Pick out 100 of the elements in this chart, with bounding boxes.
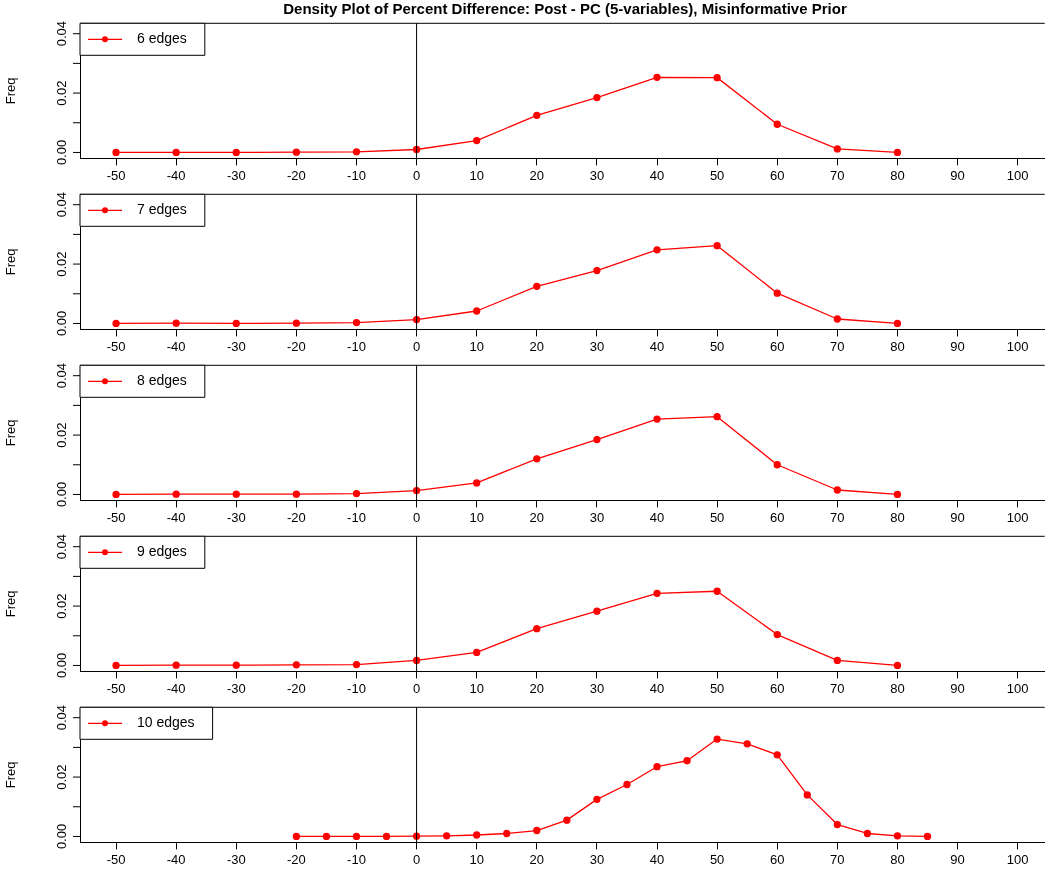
x-tick-label: -20: [286, 338, 306, 354]
y-axis-title: Freq: [3, 419, 19, 447]
x-tick-label: 0: [412, 851, 421, 867]
x-tick-label: 20: [529, 851, 545, 867]
x-tick-label: 10: [469, 509, 484, 525]
x-tick-label: 30: [589, 851, 605, 867]
chart-title: Density Plot of Percent Difference: Post - PC (5-variables), Misinformative Prior: [282, 0, 848, 18]
x-tick-label: 0: [412, 680, 421, 696]
x-tick-label: -40: [166, 680, 186, 696]
x-tick-label: 80: [890, 167, 905, 183]
x-tick-label: 60: [769, 509, 785, 525]
x-tick-label: -10: [347, 851, 366, 867]
y-tick-label: 0.02: [53, 764, 69, 790]
x-tick-label: 70: [830, 167, 845, 183]
x-tick-label: 60: [769, 167, 785, 183]
x-tick-label: 80: [890, 680, 905, 696]
x-tick-label: 100: [1006, 509, 1029, 525]
x-tick-label: -50: [106, 680, 126, 696]
x-tick-label: -20: [286, 851, 306, 867]
x-tick-label: -30: [226, 167, 246, 183]
x-tick-label: -30: [226, 680, 246, 696]
x-tick-label: 70: [830, 851, 845, 867]
x-tick-label: 40: [649, 338, 665, 354]
x-tick-label: 100: [1006, 338, 1029, 354]
x-tick-label: 100: [1006, 167, 1029, 183]
x-tick-label: 50: [709, 338, 725, 354]
x-tick-label: 50: [709, 167, 725, 183]
y-axis-title: Freq: [3, 590, 19, 618]
y-tick-label: 0.04: [53, 534, 69, 560]
x-tick-label: 50: [709, 680, 725, 696]
x-tick-label: -20: [286, 680, 306, 696]
x-tick-label: -10: [347, 167, 366, 183]
x-tick-label: 20: [529, 338, 545, 354]
x-tick-label: 70: [830, 680, 845, 696]
x-tick-label: 60: [769, 680, 785, 696]
x-tick-label: 100: [1006, 851, 1029, 867]
x-tick-label: 40: [649, 851, 665, 867]
x-tick-label: 20: [529, 167, 545, 183]
x-tick-label: -40: [166, 167, 186, 183]
x-tick-label: 80: [890, 851, 905, 867]
legend-label: 9 edges: [137, 543, 187, 560]
x-tick-label: 100: [1006, 680, 1029, 696]
x-tick-label: 0: [412, 338, 421, 354]
x-tick-label: 20: [529, 509, 545, 525]
x-tick-label: 20: [529, 680, 545, 696]
legend-label: 7 edges: [137, 201, 187, 218]
y-tick-label: 0.02: [53, 593, 69, 619]
x-tick-label: -50: [106, 338, 126, 354]
x-tick-label: 40: [649, 680, 665, 696]
y-tick-label: 0.04: [53, 21, 69, 47]
y-tick-label: 0.04: [53, 363, 69, 389]
x-tick-label: -40: [166, 338, 186, 354]
legend-label: 10 edges: [137, 714, 195, 731]
x-tick-label: 40: [649, 509, 665, 525]
y-axis-title: Freq: [3, 761, 19, 789]
x-tick-label: 80: [890, 338, 905, 354]
x-tick-label: -50: [106, 509, 126, 525]
x-tick-label: 80: [890, 509, 905, 525]
y-tick-label: 0.00: [53, 139, 69, 166]
x-tick-label: -30: [226, 338, 246, 354]
x-tick-label: 90: [950, 851, 965, 867]
x-tick-label: -20: [286, 167, 306, 183]
y-tick-label: 0.04: [53, 192, 69, 218]
y-tick-label: 0.02: [53, 422, 69, 448]
x-tick-label: -50: [106, 851, 126, 867]
x-tick-label: 90: [950, 680, 965, 696]
x-tick-label: -10: [347, 680, 366, 696]
x-tick-label: 30: [589, 680, 605, 696]
x-tick-label: 10: [469, 338, 484, 354]
legend-label: 6 edges: [137, 30, 187, 47]
x-tick-label: 50: [709, 851, 725, 867]
y-axis-title: Freq: [3, 77, 19, 105]
x-tick-label: 40: [649, 167, 665, 183]
x-tick-label: 90: [950, 167, 965, 183]
x-tick-label: 30: [589, 509, 605, 525]
x-tick-label: -50: [106, 167, 126, 183]
x-tick-label: 30: [589, 167, 605, 183]
y-tick-label: 0.00: [53, 823, 69, 850]
x-tick-label: 10: [469, 167, 484, 183]
x-tick-label: -40: [166, 851, 186, 867]
x-tick-label: 90: [950, 338, 965, 354]
y-tick-label: 0.00: [53, 481, 69, 508]
legend-label: 8 edges: [137, 372, 187, 389]
x-tick-label: 60: [769, 851, 785, 867]
x-tick-label: 0: [412, 167, 421, 183]
y-tick-label: 0.00: [53, 310, 69, 337]
x-tick-label: -20: [286, 509, 306, 525]
x-tick-label: 50: [709, 509, 725, 525]
x-tick-label: 10: [469, 680, 484, 696]
x-tick-label: -40: [166, 509, 186, 525]
y-tick-label: 0.02: [53, 251, 69, 277]
x-tick-label: -10: [347, 509, 366, 525]
x-tick-label: 30: [589, 338, 605, 354]
x-tick-label: 60: [769, 338, 785, 354]
x-tick-label: 10: [469, 851, 484, 867]
x-tick-label: -30: [226, 851, 246, 867]
x-tick-label: 0: [412, 509, 421, 525]
x-tick-label: 70: [830, 509, 845, 525]
x-tick-label: -10: [347, 338, 366, 354]
y-axis-title: Freq: [3, 248, 19, 276]
